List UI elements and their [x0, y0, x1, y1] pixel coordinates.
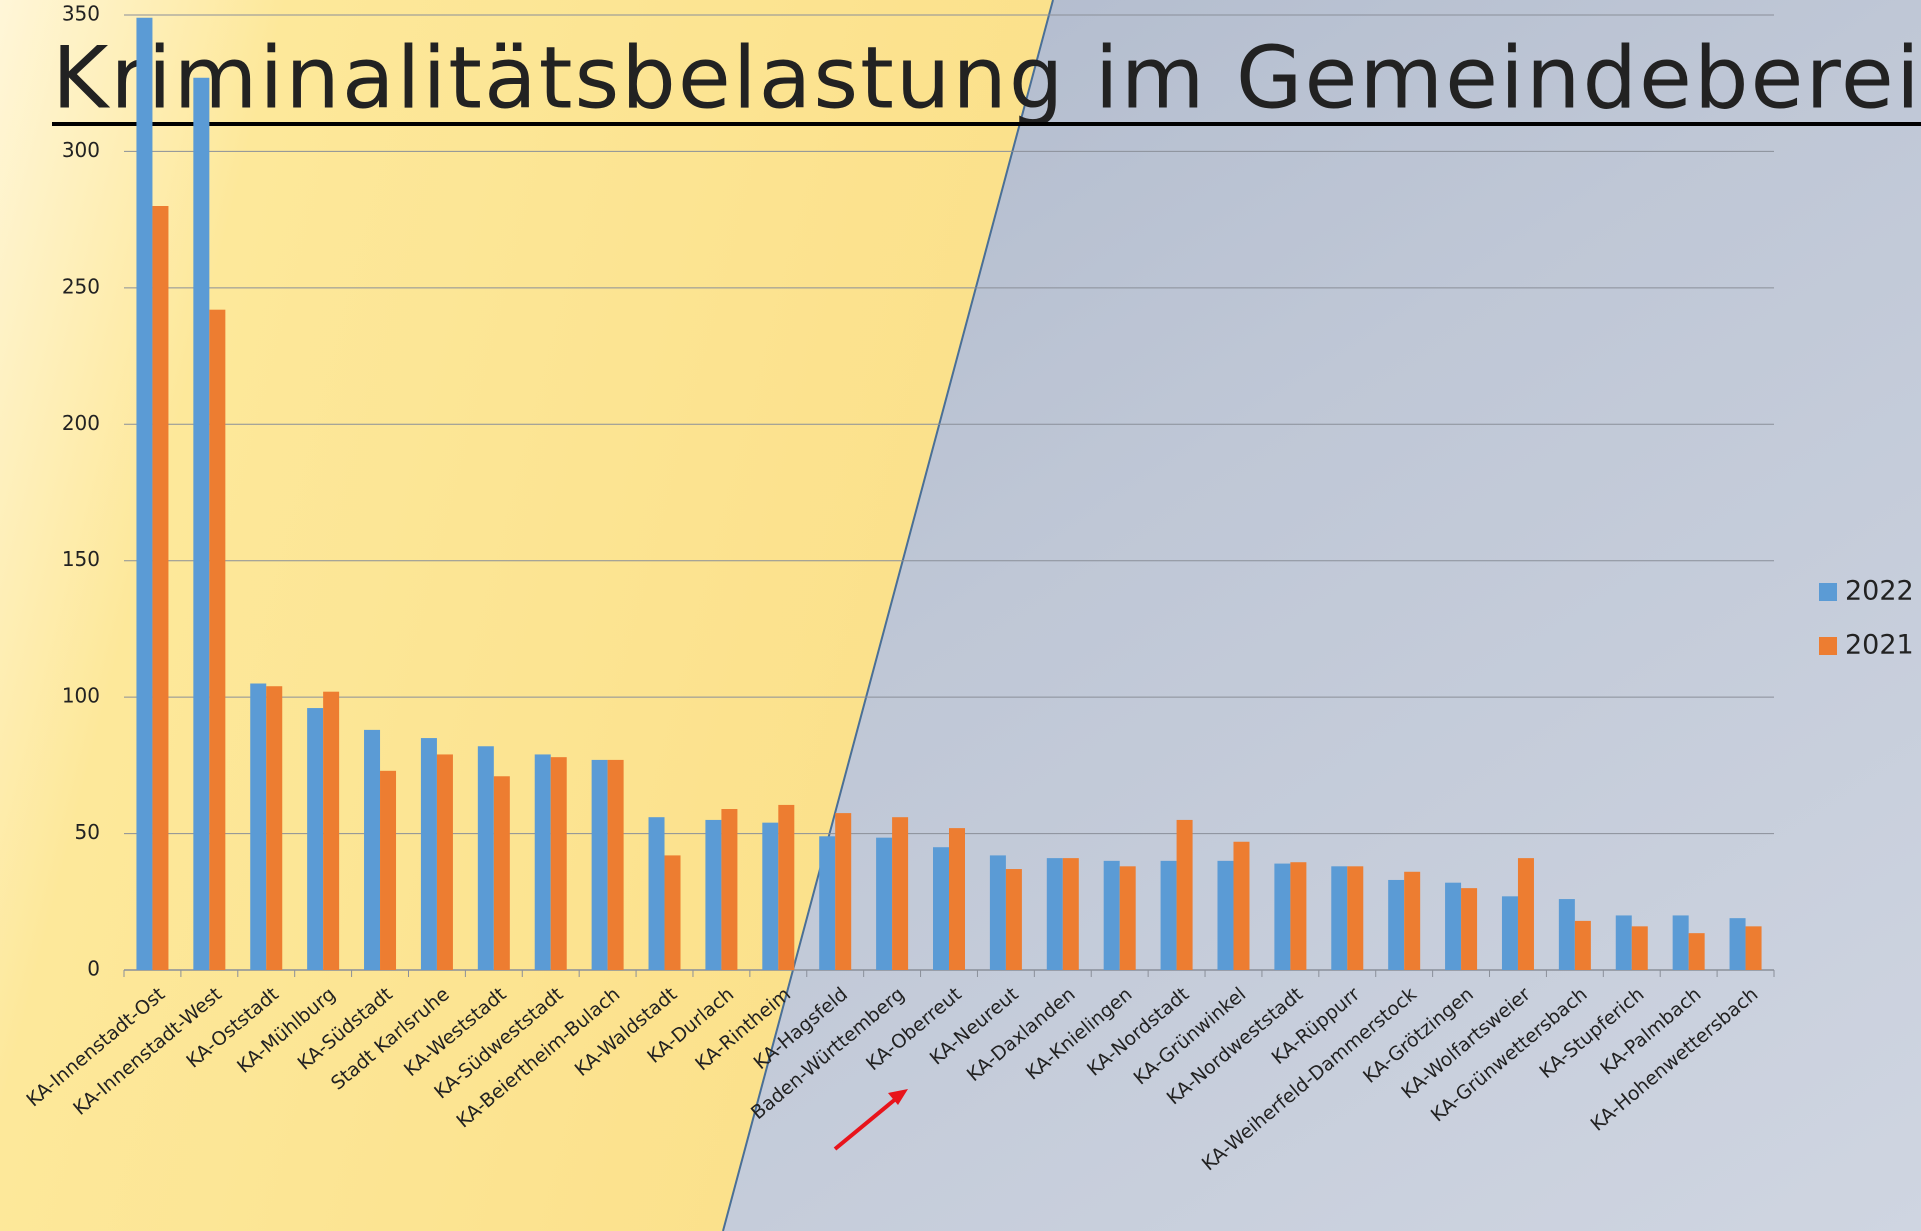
bar	[193, 77, 210, 970]
bar	[949, 828, 965, 970]
y-tick-label: 150	[62, 547, 100, 571]
bar	[152, 206, 169, 970]
bar	[1445, 882, 1462, 970]
bar	[436, 754, 453, 970]
bar	[876, 837, 893, 970]
legend-swatch	[1819, 637, 1837, 655]
bar	[591, 759, 608, 970]
bar	[1062, 858, 1079, 970]
bar	[307, 708, 324, 970]
bar	[1290, 862, 1307, 970]
bar	[1404, 871, 1421, 970]
bar	[1501, 896, 1518, 970]
y-tick-label: 200	[62, 411, 100, 435]
bar	[1160, 860, 1177, 970]
chart-title: Kriminalitätsbelastung im Gemeindebereic…	[52, 28, 1921, 128]
bar	[778, 804, 795, 970]
y-tick-label: 300	[62, 138, 100, 162]
bar	[1347, 866, 1364, 970]
bar	[266, 686, 283, 970]
y-tick-label: 350	[62, 2, 100, 26]
arrow	[833, 1095, 900, 1151]
bar	[1176, 819, 1193, 970]
bar	[477, 746, 494, 970]
bar	[1672, 915, 1689, 970]
bar	[250, 683, 267, 970]
y-tick-label: 0	[87, 957, 100, 981]
bar	[1517, 858, 1534, 970]
bar	[648, 817, 665, 970]
legend-swatch	[1819, 583, 1837, 601]
bar	[1745, 926, 1762, 970]
bar	[1103, 860, 1120, 970]
bar	[420, 738, 437, 970]
bar	[1233, 841, 1250, 970]
bar	[1119, 866, 1136, 970]
y-tick-label: 50	[75, 820, 100, 844]
bar	[1274, 863, 1291, 970]
bar	[1615, 915, 1632, 970]
bar	[364, 729, 381, 970]
bar	[1574, 920, 1591, 970]
arrow-head	[888, 1089, 908, 1105]
bar	[1461, 888, 1478, 970]
legend-label: 2021	[1845, 630, 1914, 661]
bar	[664, 855, 681, 970]
bar	[1558, 899, 1575, 970]
bar	[1331, 866, 1348, 970]
bar	[1046, 858, 1063, 970]
bar	[819, 836, 836, 970]
bar	[933, 847, 949, 970]
diagonal	[722, 0, 1054, 1231]
bar	[892, 817, 909, 970]
bar	[493, 776, 510, 970]
y-tick-label: 250	[62, 274, 100, 298]
bar	[534, 754, 551, 970]
bar	[1631, 926, 1648, 970]
bar	[323, 691, 340, 970]
bar	[721, 809, 738, 970]
bar	[607, 759, 624, 970]
bar	[705, 819, 722, 970]
bar	[550, 757, 567, 970]
bar	[380, 770, 397, 970]
bar	[136, 17, 153, 970]
y-tick-label: 100	[62, 684, 100, 708]
bar	[209, 309, 226, 971]
bar	[1005, 869, 1022, 970]
legend-label: 2022	[1845, 576, 1914, 607]
bar	[1388, 879, 1405, 970]
bar	[1729, 918, 1746, 970]
bar	[1688, 933, 1705, 970]
bar	[835, 813, 852, 970]
bar	[989, 855, 1006, 970]
bar	[1217, 860, 1234, 970]
bar	[762, 822, 779, 970]
